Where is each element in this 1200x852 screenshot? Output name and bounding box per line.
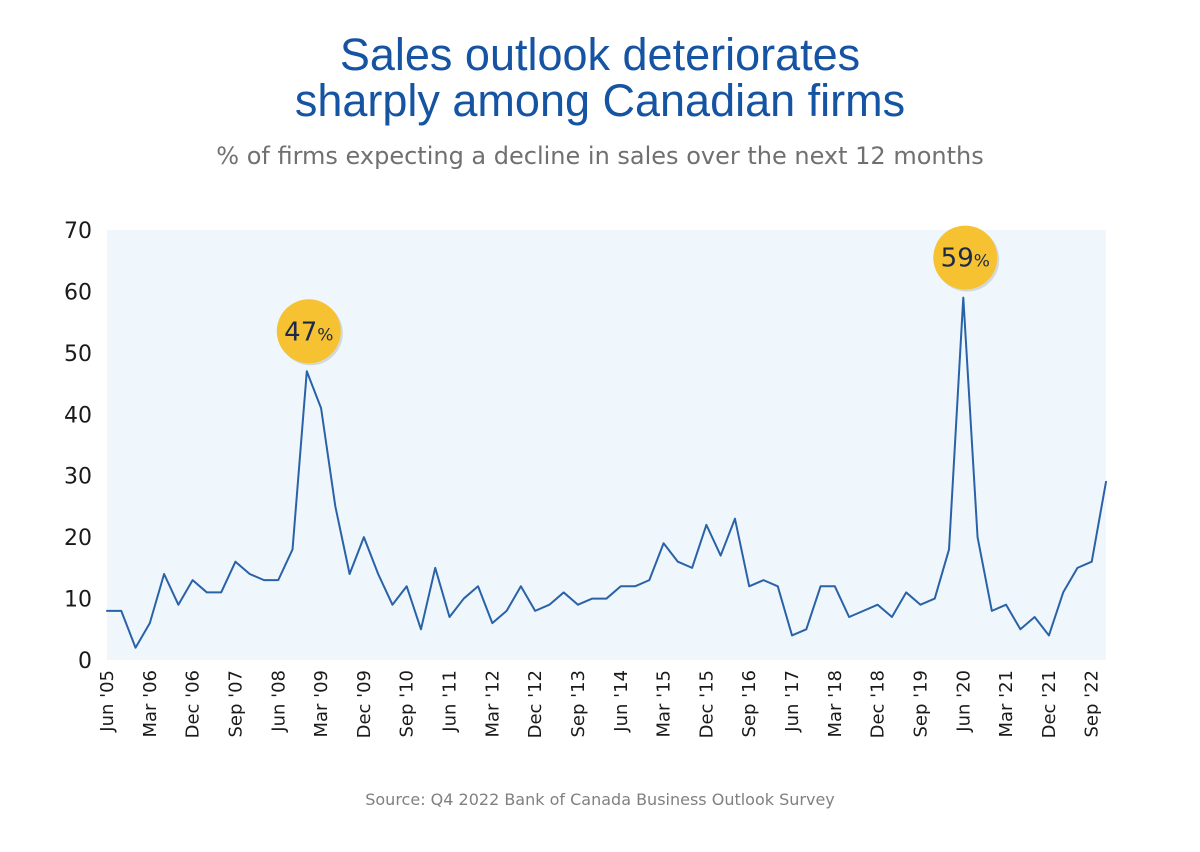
y-tick-label: 20: [64, 526, 92, 551]
plot-area: [107, 230, 1106, 660]
callout-badge: [933, 225, 998, 290]
x-tick-label: Sep '19: [910, 670, 931, 738]
callout-value: 59: [941, 244, 974, 274]
y-tick-label: 70: [64, 219, 92, 244]
x-tick-label: Mar '12: [482, 670, 503, 738]
x-tick-label: Jun '08: [268, 670, 289, 733]
peak-callout: 59%: [933, 225, 1000, 292]
x-tick-label: Sep '10: [397, 670, 418, 738]
callout-badge: [276, 299, 341, 364]
callout-unit: %: [974, 252, 990, 272]
callout-value: 47: [284, 317, 317, 347]
peak-callout: 47%: [276, 299, 343, 366]
series-group: [106, 296, 1107, 649]
y-tick-label: 60: [64, 280, 92, 305]
x-tick-label: Dec '21: [1039, 670, 1060, 738]
x-tick-label: Dec '12: [525, 670, 546, 738]
x-tick-label: Jun '17: [782, 670, 803, 733]
y-tick-label: 40: [64, 403, 92, 428]
chart-title-line-1: Sales outlook deteriorates: [339, 29, 861, 80]
y-tick-label: 0: [78, 649, 92, 674]
y-tick-label: 30: [64, 465, 92, 490]
x-tick-label: Jun '11: [440, 670, 461, 733]
chart-title-line-2: sharply among Canadian firms: [294, 75, 906, 126]
x-tick-label: Dec '06: [183, 670, 204, 738]
callout-label: 47%: [284, 317, 333, 347]
x-tick-label: Mar '15: [654, 670, 675, 738]
x-tick-label: Mar '06: [140, 670, 161, 738]
x-tick-label: Sep '22: [1082, 670, 1103, 738]
chart-title: Sales outlook deteriorates sharply among…: [0, 32, 1200, 124]
x-tick-label: Sep '13: [568, 670, 589, 738]
series-line: [106, 296, 1107, 649]
y-axis: 0 10 20 30 40 50 60 70: [64, 219, 92, 674]
x-tick-label: Jun '20: [953, 670, 974, 733]
x-tick-label: Dec '18: [868, 670, 889, 738]
x-tick-label: Dec '15: [696, 670, 717, 738]
y-tick-label: 10: [64, 588, 92, 613]
x-axis: Jun '05 Mar '06 Dec '06 Sep '07 Jun '08 Mar '…: [97, 670, 1103, 738]
x-tick-label: Dec '09: [354, 670, 375, 738]
x-tick-label: Jun '14: [611, 670, 632, 733]
callout-unit: %: [317, 325, 333, 345]
callout-group: 47%59%: [276, 225, 1000, 366]
callout-label: 59%: [941, 244, 990, 274]
y-tick-label: 50: [64, 342, 92, 367]
x-tick-label: Mar '09: [311, 670, 332, 738]
x-tick-label: Sep '07: [225, 670, 246, 738]
x-tick-label: Mar '21: [996, 670, 1017, 738]
x-tick-label: Mar '18: [825, 670, 846, 738]
source-note: Source: Q4 2022 Bank of Canada Business …: [365, 790, 835, 809]
chart-subtitle: % of firms expecting a decline in sales …: [216, 142, 984, 170]
x-tick-label: Sep '16: [739, 670, 760, 738]
x-tick-label: Jun '05: [97, 670, 118, 733]
